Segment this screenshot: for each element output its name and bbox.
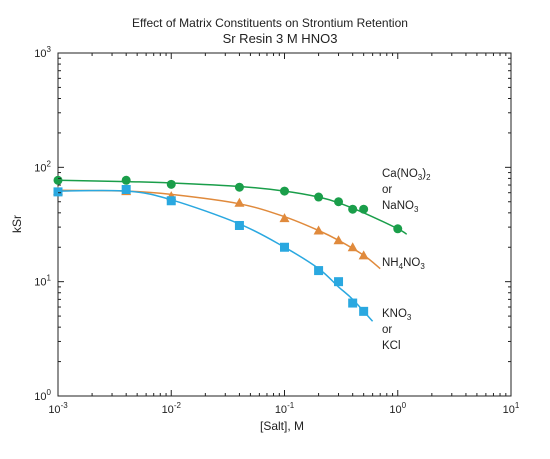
data-markers xyxy=(53,175,403,316)
data-point-circle xyxy=(348,204,358,214)
data-point-circle xyxy=(393,224,403,234)
data-point-circle xyxy=(121,175,131,185)
data-point-triangle xyxy=(279,213,290,223)
data-point-circle xyxy=(280,186,289,196)
data-point-circle xyxy=(166,179,176,189)
chart-subtitle: Sr Resin 3 M HNO3 xyxy=(223,31,338,46)
plot-frame xyxy=(57,52,512,397)
data-point-square xyxy=(166,196,176,206)
data-point-circle xyxy=(334,197,344,207)
x-tick-label: 10-1 xyxy=(275,401,295,416)
data-point-square xyxy=(280,242,289,252)
x-axis-label: [Salt], M xyxy=(260,419,304,433)
fit-curve xyxy=(57,189,381,270)
data-point-square xyxy=(334,277,344,287)
series-label: NH4NO3 xyxy=(382,257,425,271)
series-label: KCl xyxy=(382,340,401,352)
series-label: NaNO3 xyxy=(382,200,419,214)
data-point-circle xyxy=(359,204,369,214)
series-label: or xyxy=(382,184,392,196)
data-point-square xyxy=(359,306,369,316)
axis-ticks: 10-3 10-2 10-1 100 101 100 101 102 103 xyxy=(34,45,520,416)
data-point-circle xyxy=(53,175,63,185)
series-labels: Ca(NO3)2 or NaNO3 NH4NO3 KNO3 or KCl xyxy=(382,168,431,352)
x-tick-label: 10-3 xyxy=(48,401,68,416)
y-tick-label: 101 xyxy=(34,274,51,289)
data-point-triangle xyxy=(313,225,324,235)
data-point-triangle xyxy=(358,250,369,260)
data-point-circle xyxy=(314,192,324,202)
data-point-square xyxy=(121,184,131,194)
x-tick-label: 100 xyxy=(389,401,406,416)
data-point-square xyxy=(314,266,324,276)
data-point-circle xyxy=(234,182,244,192)
data-point-triangle xyxy=(347,242,358,252)
data-point-square xyxy=(234,220,244,230)
data-point-square xyxy=(348,298,358,308)
data-point-triangle xyxy=(333,235,344,245)
x-tick-label: 101 xyxy=(503,401,520,416)
y-axis-label: kSr xyxy=(10,215,24,233)
series-label: Ca(NO3)2 xyxy=(382,168,431,182)
chart-title: Effect of Matrix Constituents on Stronti… xyxy=(132,16,408,30)
data-point-square xyxy=(53,187,63,197)
x-tick-label: 10-2 xyxy=(162,401,182,416)
y-tick-label: 103 xyxy=(34,45,51,60)
data-point-triangle xyxy=(234,197,245,207)
fit-curve xyxy=(57,189,374,322)
series-label: or xyxy=(382,324,392,336)
y-tick-label: 102 xyxy=(34,159,51,174)
y-tick-label: 100 xyxy=(34,388,51,403)
fit-curve xyxy=(57,179,408,235)
series-label: KNO3 xyxy=(382,308,412,322)
